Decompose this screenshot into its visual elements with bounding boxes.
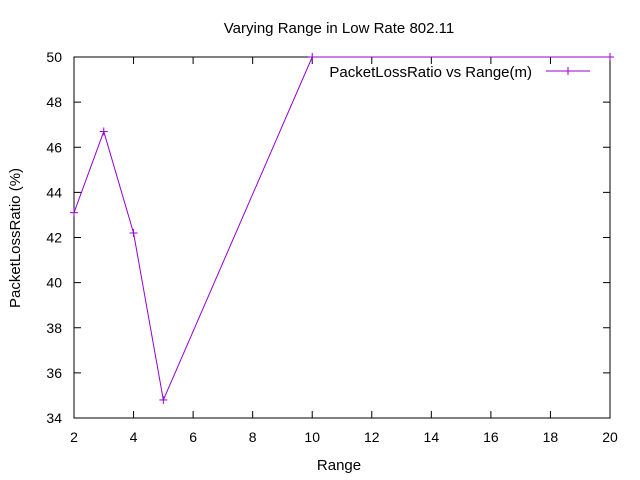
legend: PacketLossRatio vs Range(m)	[329, 64, 590, 81]
series-line	[73, 56, 610, 402]
y-axis-label: PacketLossRatio (%)	[7, 168, 24, 308]
y-tick-label: 38	[46, 320, 62, 336]
y-tick-label: 48	[46, 94, 62, 110]
x-tick-label: 12	[364, 429, 380, 445]
data-point	[308, 53, 317, 61]
x-tick-label: 2	[70, 429, 78, 445]
data-point	[129, 228, 138, 237]
y-tick-label: 42	[46, 230, 62, 246]
x-tick-label: 10	[304, 429, 320, 445]
y-tick-label: 50	[46, 49, 62, 65]
x-tick-label: 6	[189, 429, 197, 445]
chart-title: Varying Range in Low Rate 802.11	[224, 20, 454, 37]
data-point	[70, 208, 78, 217]
x-tick-label: 14	[424, 429, 440, 445]
y-tick-label: 40	[46, 275, 62, 291]
x-tick-label: 16	[483, 429, 499, 445]
x-tick-label: 4	[130, 429, 138, 445]
legend-marker	[564, 67, 572, 75]
data-point	[159, 395, 168, 404]
plot-frame	[73, 56, 611, 419]
data-point	[99, 127, 108, 136]
y-tick-label: 34	[46, 410, 62, 426]
x-axis-label: Range	[317, 457, 361, 474]
x-axis: 2 4 6 8 10 12 14 16 18 20	[70, 57, 618, 445]
y-tick-label: 44	[46, 184, 62, 200]
legend-label: PacketLossRatio vs Range(m)	[329, 64, 532, 81]
y-axis: 34 36 38 40 42 44 46 48 50	[46, 49, 610, 426]
x-tick-label: 18	[543, 429, 559, 445]
y-tick-label: 46	[46, 139, 62, 155]
x-tick-label: 8	[249, 429, 257, 445]
data-point	[606, 53, 614, 61]
plot-border	[73, 56, 611, 419]
x-tick-label: 20	[602, 429, 618, 445]
y-tick-label: 36	[46, 365, 62, 381]
series-layer	[70, 53, 614, 404]
